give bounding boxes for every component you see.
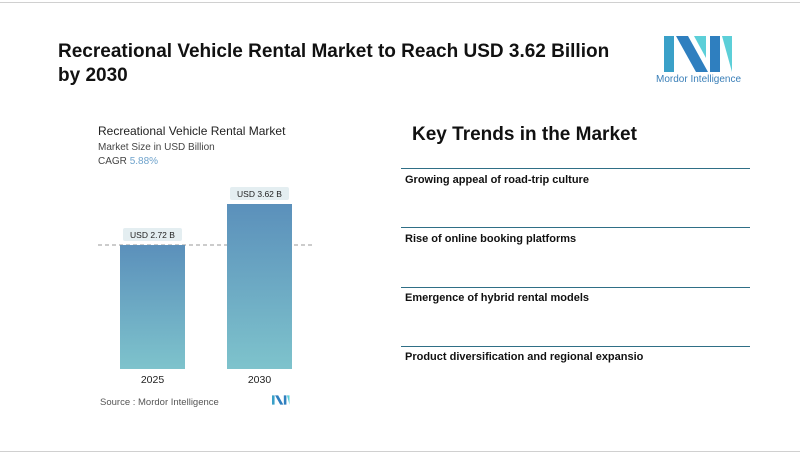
mordor-logo-icon bbox=[664, 36, 732, 72]
bar-2030 bbox=[227, 204, 292, 369]
trend-item: Rise of online booking platforms bbox=[405, 233, 577, 245]
cagr-label: CAGR bbox=[98, 156, 127, 167]
bar-2025 bbox=[120, 245, 185, 369]
trend-divider bbox=[401, 346, 750, 347]
data-label: USD 3.62 B bbox=[237, 189, 282, 199]
key-trends-heading: Key Trends in the Market bbox=[412, 124, 637, 145]
frame-border-bottom bbox=[0, 451, 800, 452]
trend-item: Emergence of hybrid rental models bbox=[405, 292, 589, 304]
trend-item: Product diversification and regional exp… bbox=[405, 351, 644, 363]
chart-title: Recreational Vehicle Rental Market bbox=[98, 124, 286, 138]
trend-item: Growing appeal of road-trip culture bbox=[405, 174, 589, 186]
data-label: USD 2.72 B bbox=[130, 230, 175, 240]
logo-text: Mordor Intelligence bbox=[656, 74, 742, 85]
trend-divider bbox=[401, 227, 750, 228]
x-tick-label: 2025 bbox=[141, 374, 165, 386]
data-label-bg bbox=[230, 187, 289, 200]
source-logo-icon bbox=[272, 395, 290, 405]
cagr-value: 5.88% bbox=[129, 156, 159, 167]
frame-border-top bbox=[0, 2, 800, 3]
x-tick-label: 2030 bbox=[248, 374, 272, 386]
data-label-bg bbox=[123, 228, 182, 242]
cagr: CAGR 5.88% bbox=[98, 156, 158, 167]
source-text: Source : Mordor Intelligence bbox=[100, 397, 219, 408]
trend-divider bbox=[401, 287, 750, 288]
trend-divider bbox=[401, 168, 750, 169]
chart-subtitle: Market Size in USD Billion bbox=[98, 142, 215, 153]
page-title: Recreational Vehicle Rental Market to Re… bbox=[58, 41, 610, 86]
